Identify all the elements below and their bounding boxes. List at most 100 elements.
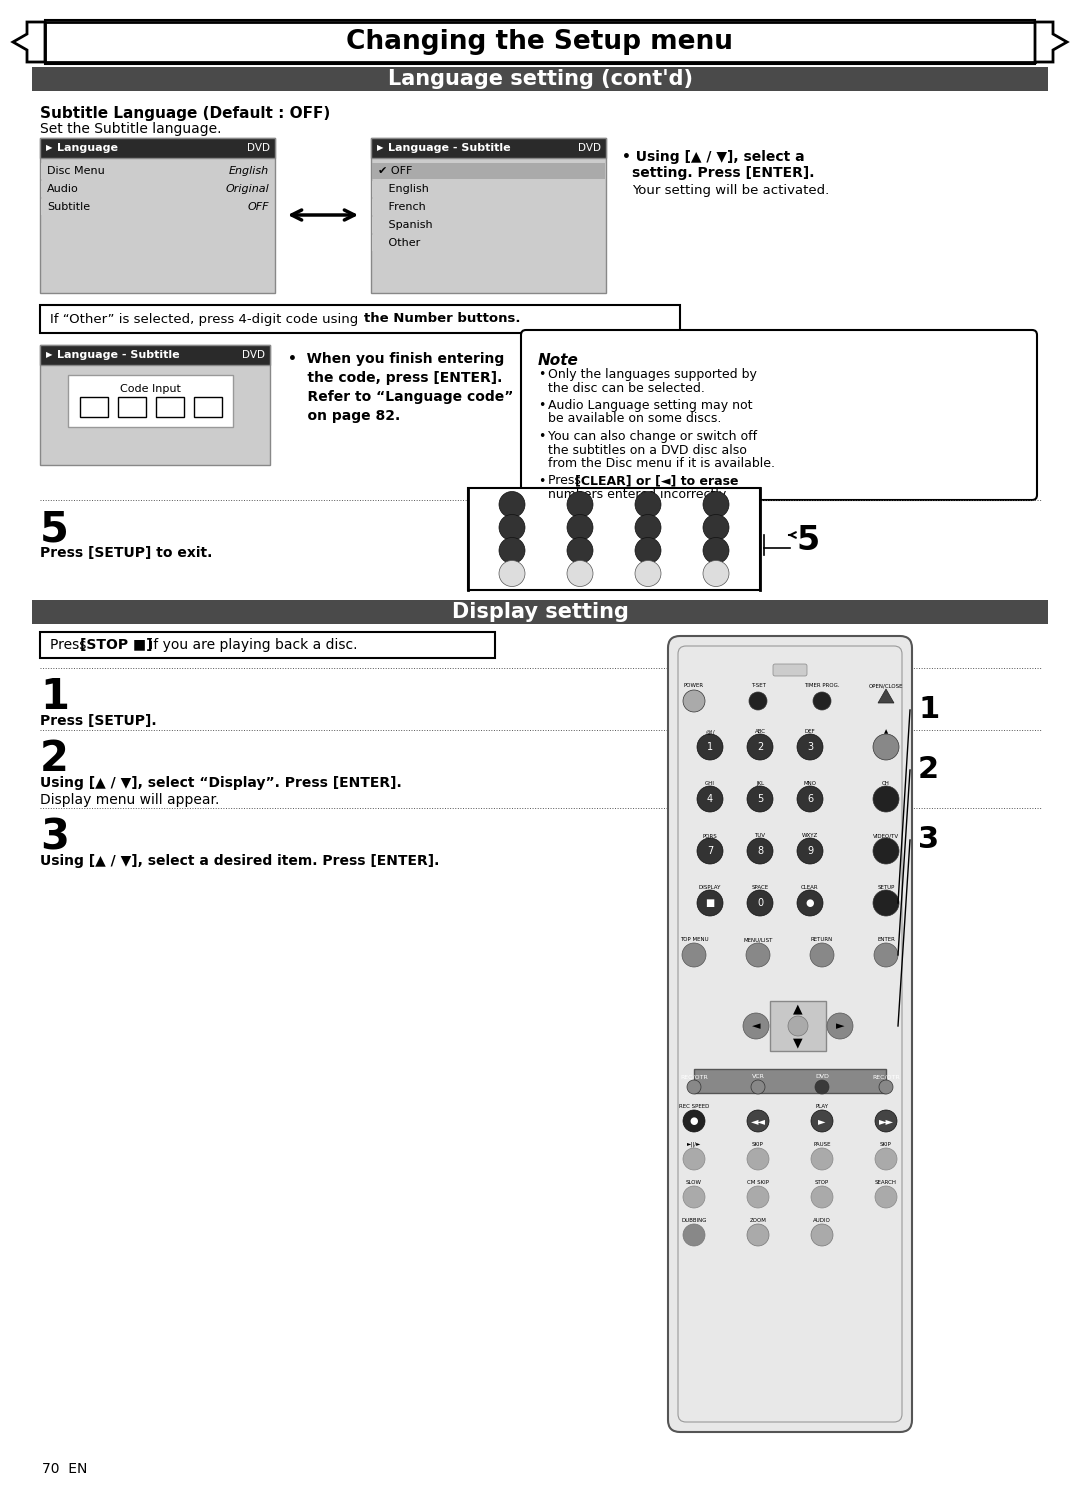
Text: DVD: DVD	[247, 143, 270, 154]
Text: ▲: ▲	[793, 1002, 802, 1015]
Text: 2: 2	[40, 738, 69, 780]
Text: Your setting will be activated.: Your setting will be activated.	[632, 183, 829, 197]
Circle shape	[747, 1224, 769, 1246]
Bar	[40, 139, 275, 158]
Text: Display menu will appear.: Display menu will appear.	[40, 793, 219, 807]
Text: AUDIO: AUDIO	[813, 1218, 831, 1223]
Text: 3: 3	[918, 826, 940, 854]
Text: REC/OTR: REC/OTR	[873, 1075, 900, 1079]
Text: Only the languages supported by: Only the languages supported by	[548, 368, 757, 382]
Text: Spanish: Spanish	[378, 219, 433, 230]
Text: Other: Other	[378, 237, 420, 248]
Bar	[694, 1069, 886, 1093]
Text: SKIP: SKIP	[752, 1142, 764, 1147]
Circle shape	[703, 537, 729, 564]
Text: ●: ●	[690, 1115, 699, 1126]
Circle shape	[635, 561, 661, 586]
Text: the code, press [ENTER].: the code, press [ENTER].	[288, 371, 502, 385]
Circle shape	[875, 1109, 897, 1132]
Circle shape	[797, 838, 823, 863]
Text: SKIP: SKIP	[880, 1142, 892, 1147]
Text: Refer to “Language code”: Refer to “Language code”	[288, 391, 513, 404]
Text: ■: ■	[705, 898, 715, 908]
Text: ▶: ▶	[377, 143, 383, 152]
Circle shape	[873, 890, 899, 915]
Polygon shape	[13, 22, 45, 63]
Circle shape	[747, 1185, 769, 1208]
Circle shape	[788, 1015, 808, 1036]
Circle shape	[750, 692, 767, 710]
Circle shape	[873, 838, 899, 863]
Text: ABC: ABC	[755, 729, 766, 734]
Text: ►||/►: ►||/►	[687, 1142, 701, 1147]
Text: T-SET: T-SET	[751, 683, 766, 687]
Circle shape	[683, 1109, 705, 1132]
Text: 3: 3	[40, 816, 69, 857]
Text: VCR: VCR	[752, 1075, 765, 1079]
Text: ►: ►	[836, 1021, 845, 1030]
Text: SLOW: SLOW	[686, 1179, 702, 1185]
Text: Language: Language	[57, 143, 118, 154]
Circle shape	[697, 786, 723, 813]
Circle shape	[747, 734, 773, 760]
Text: Subtitle Language (Default : OFF): Subtitle Language (Default : OFF)	[40, 106, 330, 121]
Text: 2: 2	[918, 756, 940, 784]
Text: 5: 5	[40, 508, 69, 550]
Text: You can also change or switch off: You can also change or switch off	[548, 429, 757, 443]
Text: VIDEO/TV: VIDEO/TV	[873, 833, 899, 838]
Circle shape	[873, 786, 899, 813]
Circle shape	[567, 561, 593, 586]
Text: Set the Subtitle language.: Set the Subtitle language.	[40, 122, 221, 136]
Text: ►►: ►►	[878, 1115, 893, 1126]
Bar	[41, 163, 274, 179]
Text: Display setting: Display setting	[451, 602, 629, 622]
Text: Press: Press	[548, 474, 585, 488]
Text: 4: 4	[707, 795, 713, 804]
Circle shape	[811, 1148, 833, 1170]
Circle shape	[875, 1185, 897, 1208]
Text: GHI: GHI	[705, 781, 715, 786]
Text: CLEAR: CLEAR	[801, 886, 819, 890]
Polygon shape	[878, 689, 894, 702]
Text: Language - Subtitle: Language - Subtitle	[388, 143, 511, 154]
Text: ●: ●	[806, 898, 814, 908]
Text: 1: 1	[918, 695, 940, 725]
Bar	[40, 344, 270, 465]
Circle shape	[810, 942, 834, 968]
Circle shape	[499, 492, 525, 517]
Bar	[118, 397, 146, 417]
Circle shape	[811, 1224, 833, 1246]
Circle shape	[683, 690, 705, 713]
Circle shape	[567, 537, 593, 564]
Circle shape	[683, 1185, 705, 1208]
Bar	[372, 198, 605, 215]
Text: if you are playing back a disc.: if you are playing back a disc.	[145, 638, 357, 652]
Circle shape	[827, 1012, 853, 1039]
Text: ENTER: ENTER	[877, 936, 895, 942]
Bar	[372, 139, 606, 294]
Text: •: •	[538, 400, 545, 412]
Text: Original: Original	[226, 183, 269, 194]
Circle shape	[875, 1148, 897, 1170]
Bar	[372, 139, 606, 158]
Text: JKL: JKL	[756, 781, 764, 786]
Circle shape	[811, 1185, 833, 1208]
Circle shape	[499, 514, 525, 541]
Text: TOP MENU: TOP MENU	[679, 936, 708, 942]
Circle shape	[747, 838, 773, 863]
Circle shape	[697, 734, 723, 760]
Bar	[32, 67, 1048, 91]
Text: on page 82.: on page 82.	[288, 409, 401, 423]
Circle shape	[635, 492, 661, 517]
Text: ▶: ▶	[46, 350, 53, 359]
Text: Using [▲ / ▼], select “Display”. Press [ENTER].: Using [▲ / ▼], select “Display”. Press […	[40, 775, 402, 790]
Polygon shape	[1035, 22, 1067, 63]
Text: Changing the Setup menu: Changing the Setup menu	[347, 28, 733, 55]
Circle shape	[703, 492, 729, 517]
Text: 5: 5	[757, 795, 764, 804]
Text: the disc can be selected.: the disc can be selected.	[548, 382, 705, 395]
Circle shape	[499, 561, 525, 586]
Text: •: •	[538, 474, 545, 488]
Bar	[32, 599, 1048, 625]
Text: 8: 8	[757, 845, 764, 856]
